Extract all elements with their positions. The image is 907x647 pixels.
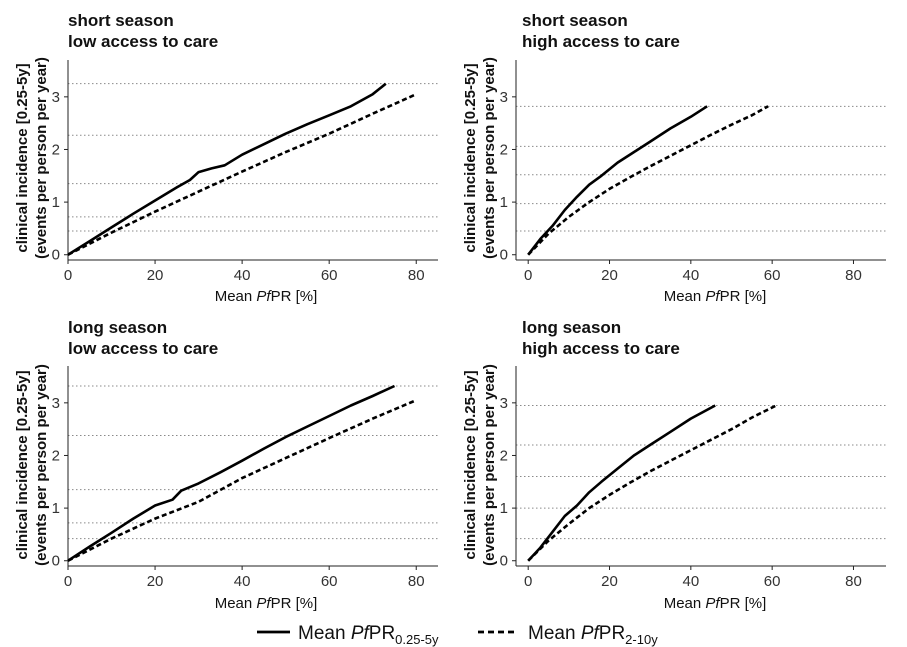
legend-solid-label: Mean PfPR0.25-5y: [298, 623, 439, 647]
panel-1: short season high access to care clinica…: [462, 11, 886, 305]
x-tick-label: 80: [408, 267, 425, 284]
y-tick-label: 2: [52, 141, 60, 158]
panel-0: short season low access to care clinical…: [14, 11, 438, 305]
y-tick-label: 3: [500, 395, 508, 412]
plot-area: 0 1 2 3 0 20 40 60 80: [500, 60, 886, 284]
y-tick-label: 1: [500, 500, 508, 517]
legend: Mean PfPR0.25-5y Mean PfPR2-10y: [257, 623, 658, 647]
x-tick-label: 60: [764, 573, 781, 590]
series-line-pfpr-0-25-5y: [527, 404, 716, 562]
x-tick-label: 0: [524, 267, 532, 284]
panel-title-line2: high access to care: [522, 32, 680, 51]
x-tick-label: 40: [682, 267, 699, 284]
y-tick-label: 2: [500, 447, 508, 464]
x-tick-label: 60: [764, 267, 781, 284]
series-line-pfpr-2-10y: [67, 399, 417, 562]
y-tick-label: 3: [52, 395, 60, 412]
y-axis-label-line1: clinical incidence [0.25-5y]: [14, 63, 31, 252]
x-tick-label: 0: [524, 573, 532, 590]
series-line-pfpr-0-25-5y: [67, 82, 387, 256]
series-line-pfpr-0-25-5y: [67, 384, 396, 562]
y-tick-label: 0: [500, 247, 508, 264]
x-tick-label: 20: [601, 267, 618, 284]
y-axis-label-line1: clinical incidence [0.25-5y]: [14, 370, 31, 559]
y-tick-label: 3: [52, 89, 60, 106]
y-axis-label-line2: (events per person per year): [481, 57, 498, 259]
panel-title-line2: high access to care: [522, 339, 680, 358]
x-tick-label: 80: [845, 267, 862, 284]
x-tick-label: 60: [321, 267, 338, 284]
x-tick-label: 20: [601, 573, 618, 590]
x-tick-label: 40: [682, 573, 699, 590]
x-tick-label: 0: [64, 573, 72, 590]
x-axis-label: Mean PfPR [%]: [215, 288, 318, 305]
y-tick-label: 1: [500, 194, 508, 211]
series-line-pfpr-2-10y: [67, 93, 417, 256]
y-tick-label: 3: [500, 89, 508, 106]
y-axis-label-line2: (events per person per year): [33, 57, 50, 259]
y-tick-label: 0: [52, 553, 60, 570]
y-tick-label: 2: [52, 447, 60, 464]
y-axis-label-line2: (events per person per year): [33, 364, 50, 566]
x-tick-label: 20: [147, 267, 164, 284]
y-tick-label: 2: [500, 141, 508, 158]
x-axis-label: Mean PfPR [%]: [664, 288, 767, 305]
panel-title-line1: long season: [68, 318, 167, 337]
panel-title-line1: long season: [522, 318, 621, 337]
panel-2: long season low access to care clinical …: [14, 318, 438, 612]
panel-3: long season high access to care clinical…: [462, 318, 886, 612]
panel-title-line2: low access to care: [68, 32, 218, 51]
y-tick-label: 1: [52, 194, 60, 211]
x-tick-label: 20: [147, 573, 164, 590]
x-tick-label: 40: [234, 267, 251, 284]
plot-area: 0 1 2 3 0 20 40 60 80: [500, 366, 886, 590]
x-axis-label: Mean PfPR [%]: [215, 595, 318, 612]
y-axis-label-line1: clinical incidence [0.25-5y]: [462, 63, 479, 252]
x-tick-label: 80: [845, 573, 862, 590]
y-tick-label: 0: [500, 553, 508, 570]
legend-dashed-label: Mean PfPR2-10y: [528, 623, 658, 647]
series-line-pfpr-2-10y: [527, 105, 769, 256]
y-axis-label-line1: clinical incidence [0.25-5y]: [462, 370, 479, 559]
panel-title-line2: low access to care: [68, 339, 218, 358]
y-tick-label: 0: [52, 247, 60, 264]
x-tick-label: 0: [64, 267, 72, 284]
x-axis-label: Mean PfPR [%]: [664, 595, 767, 612]
y-axis-label-line2: (events per person per year): [481, 364, 498, 566]
y-tick-label: 1: [52, 500, 60, 517]
plot-area: 0 1 2 3 0 20 40 60 80: [52, 366, 438, 590]
x-tick-label: 60: [321, 573, 338, 590]
series-line-pfpr-2-10y: [527, 404, 777, 562]
x-tick-label: 80: [408, 573, 425, 590]
panel-title-line1: short season: [68, 11, 174, 30]
x-tick-label: 40: [234, 573, 251, 590]
panel-title-line1: short season: [522, 11, 628, 30]
series-line-pfpr-0-25-5y: [527, 105, 708, 256]
plot-area: 0 1 2 3 0 20 40 60 80: [52, 60, 438, 284]
